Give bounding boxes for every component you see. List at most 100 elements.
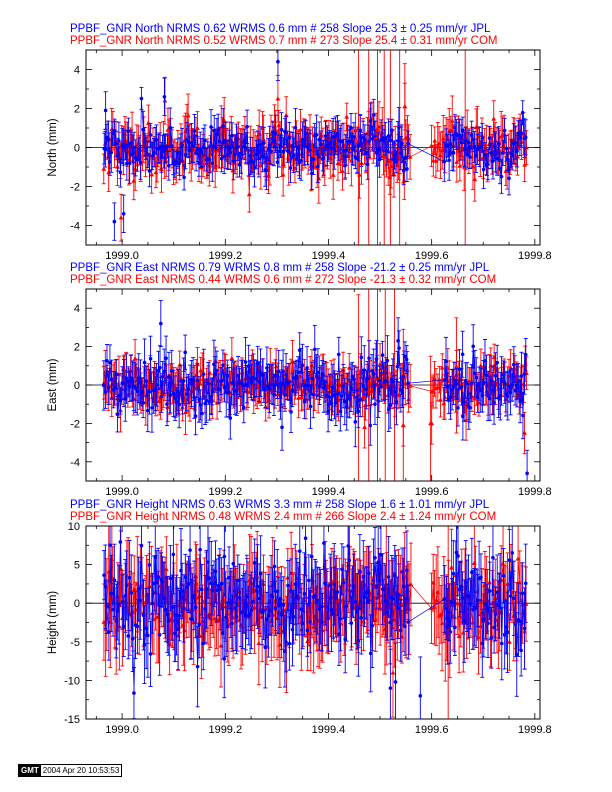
data-point <box>227 390 231 394</box>
data-point <box>147 389 152 394</box>
data-point <box>246 191 252 197</box>
data-point <box>377 378 382 383</box>
data-point <box>162 95 167 99</box>
data-point <box>325 393 329 397</box>
data-point <box>266 147 271 152</box>
data-point <box>481 381 486 385</box>
data-point <box>349 386 353 390</box>
data-point <box>316 164 320 169</box>
data-point <box>377 157 382 162</box>
data-point <box>201 372 206 376</box>
data-point <box>174 160 179 164</box>
legend-jpl-height: PPBF_GNR Height NRMS 0.63 WRMS 3.3 mm # … <box>70 499 490 511</box>
data-point <box>183 350 187 355</box>
data-point <box>491 159 495 163</box>
data-point <box>299 158 303 163</box>
data-point <box>146 408 150 413</box>
data-point <box>132 145 136 150</box>
data-point <box>346 365 352 370</box>
data-point <box>162 98 168 103</box>
data-point <box>463 138 468 143</box>
data-point <box>131 152 135 157</box>
data-point <box>468 155 472 159</box>
data-point <box>117 139 121 143</box>
data-point <box>371 113 376 117</box>
data-point <box>219 379 224 383</box>
data-point <box>123 143 127 147</box>
data-point <box>103 108 108 113</box>
data-point <box>156 368 161 373</box>
data-point <box>519 374 524 378</box>
data-point <box>358 128 363 133</box>
data-point <box>257 379 262 384</box>
data-point <box>283 112 289 118</box>
data-point <box>267 386 272 391</box>
data-point <box>130 378 135 383</box>
data-point <box>359 355 364 360</box>
data-point <box>367 356 371 361</box>
data-point <box>182 175 186 180</box>
data-point <box>355 156 359 161</box>
data-point <box>287 380 292 384</box>
data-point <box>119 140 125 145</box>
data-point <box>230 133 234 138</box>
x-tick-label: 1999.8 <box>518 486 552 498</box>
data-point <box>312 347 317 352</box>
data-point <box>105 358 109 363</box>
data-point <box>186 140 191 144</box>
data-point <box>371 372 376 376</box>
legend-jpl-east: PPBF_GNR East NRMS 0.79 WRMS 0.8 mm # 25… <box>70 262 490 274</box>
legend-com-height: PPBF_GNR Height NRMS 0.48 WRMS 2.4 mm # … <box>70 511 496 523</box>
data-point <box>135 389 140 394</box>
data-point <box>328 140 332 145</box>
data-point <box>493 373 498 378</box>
data-point <box>212 128 217 133</box>
data-point <box>499 379 504 383</box>
data-point <box>276 369 281 374</box>
data-point <box>501 372 506 377</box>
data-point <box>465 152 470 157</box>
data-point <box>225 373 230 378</box>
data-point <box>483 359 487 363</box>
data-point <box>280 172 286 177</box>
y-tick-label: 0 <box>74 143 80 155</box>
data-point <box>396 154 401 160</box>
data-point <box>252 165 257 170</box>
data-point <box>401 169 406 173</box>
series-line-jpl <box>104 98 526 179</box>
data-point <box>383 379 388 383</box>
data-point <box>165 127 171 132</box>
data-point <box>229 355 235 361</box>
data-point <box>335 160 341 165</box>
data-point <box>158 365 162 370</box>
data-point <box>197 397 201 402</box>
data-point <box>320 372 325 377</box>
data-point <box>154 383 159 387</box>
data-point <box>291 153 296 158</box>
data-point <box>218 139 222 144</box>
data-point <box>395 364 400 369</box>
data-point <box>290 143 295 148</box>
data-point <box>349 126 353 130</box>
data-point <box>504 146 509 151</box>
data-point <box>255 362 260 366</box>
data-point <box>440 136 446 141</box>
data-point <box>311 157 316 161</box>
data-point <box>219 156 224 161</box>
data-point <box>138 160 143 165</box>
data-point <box>516 131 520 136</box>
data-point <box>153 387 158 392</box>
data-point <box>132 166 138 171</box>
data-point <box>193 414 198 418</box>
data-point <box>495 156 499 161</box>
data-point <box>406 136 411 142</box>
data-point <box>213 145 218 150</box>
data-point <box>340 139 344 144</box>
data-point <box>136 147 141 151</box>
data-point <box>113 385 117 390</box>
data-point <box>247 161 251 165</box>
data-point <box>131 178 137 183</box>
data-point <box>343 163 347 168</box>
data-point <box>385 358 390 363</box>
data-point <box>221 124 225 128</box>
